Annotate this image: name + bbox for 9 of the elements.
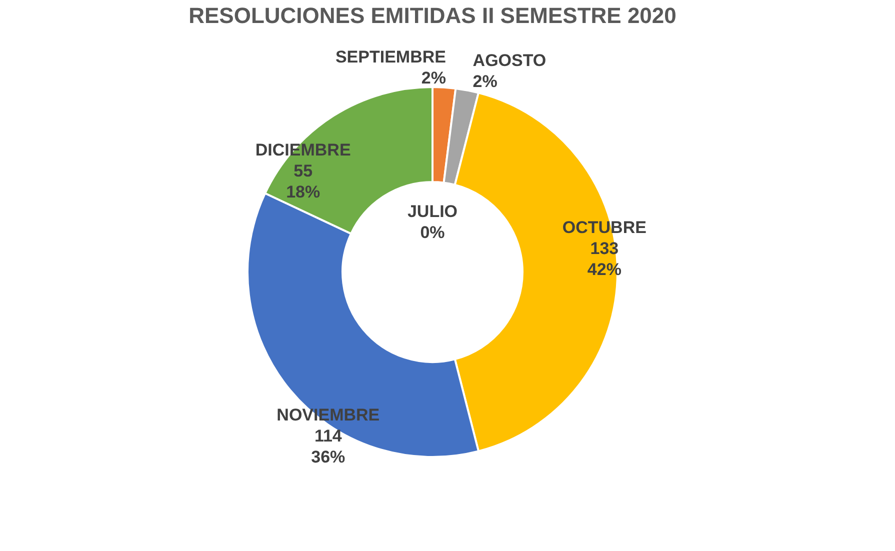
data-label: 114 36% (311, 426, 346, 467)
data-label: 2% (421, 68, 446, 88)
chart-title: RESOLUCIONES EMITIDAS II SEMESTRE 2020 (188, 3, 676, 28)
data-label: 55 18% (286, 161, 320, 202)
data-label: 2% (472, 72, 498, 91)
text: 0% (420, 223, 445, 242)
category-label: JULIO (407, 202, 458, 221)
slice-label: AGOSTO (472, 50, 546, 70)
slice-label: SEPTIEMBRE (335, 47, 446, 66)
